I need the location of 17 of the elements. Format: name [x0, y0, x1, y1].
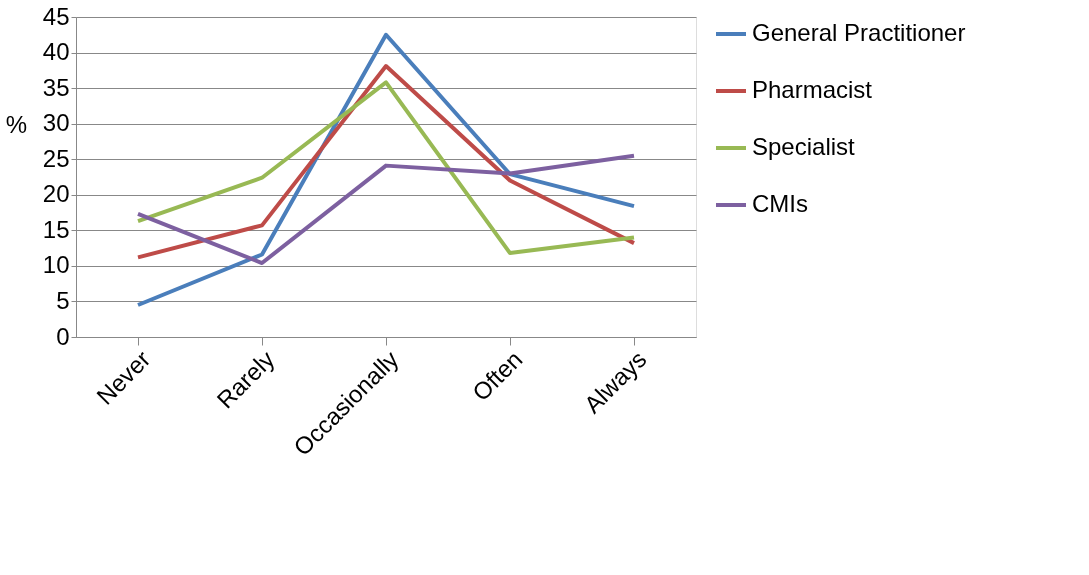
y-axis-title: % — [5, 110, 28, 138]
y-tick-label: 0 — [56, 322, 70, 350]
y-tick-label: 40 — [42, 38, 70, 66]
y-tick-label: 15 — [42, 215, 70, 243]
line-series — [136, 153, 636, 266]
legend-label: Pharmacist — [752, 76, 873, 103]
legend-label: General Practitioner — [752, 19, 966, 46]
y-tick-label: 10 — [42, 251, 70, 279]
y-tick-label: 5 — [56, 286, 70, 314]
legend-label: CMIs — [752, 190, 808, 217]
legend-label: Specialist — [752, 133, 856, 160]
y-tick-label: 45 — [42, 2, 70, 30]
y-tick-label: 35 — [42, 73, 70, 101]
y-tick-label: 30 — [42, 109, 70, 137]
y-tick-label: 20 — [42, 180, 70, 208]
line-series — [136, 32, 636, 307]
y-tick-label: 25 — [42, 144, 70, 172]
